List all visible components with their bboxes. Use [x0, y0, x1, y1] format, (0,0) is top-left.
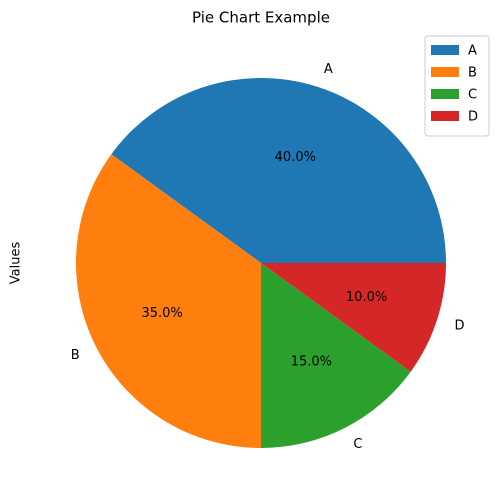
pie-slice	[261, 263, 446, 372]
pie-slice	[261, 263, 411, 448]
pie-slice	[75, 154, 261, 448]
legend-label: B	[468, 66, 477, 81]
value-label: 40.0%	[275, 150, 316, 165]
pie-slice	[111, 77, 447, 263]
legend-swatch	[431, 45, 459, 55]
legend-swatch	[431, 89, 459, 99]
slice-label: C	[353, 437, 362, 452]
slice-label: B	[71, 348, 80, 363]
slice-label: D	[455, 318, 465, 333]
legend-label: D	[468, 110, 478, 125]
value-label: 10.0%	[346, 290, 387, 305]
legend-swatch	[431, 67, 459, 77]
legend-label: C	[468, 88, 477, 103]
value-label: 15.0%	[291, 354, 332, 369]
value-label: 35.0%	[141, 306, 182, 321]
legend-swatch	[431, 111, 459, 121]
legend-label: A	[468, 44, 477, 59]
y-axis-label: Values	[9, 242, 24, 285]
slice-label: A	[324, 62, 333, 77]
chart-title: Pie Chart Example	[192, 9, 330, 27]
